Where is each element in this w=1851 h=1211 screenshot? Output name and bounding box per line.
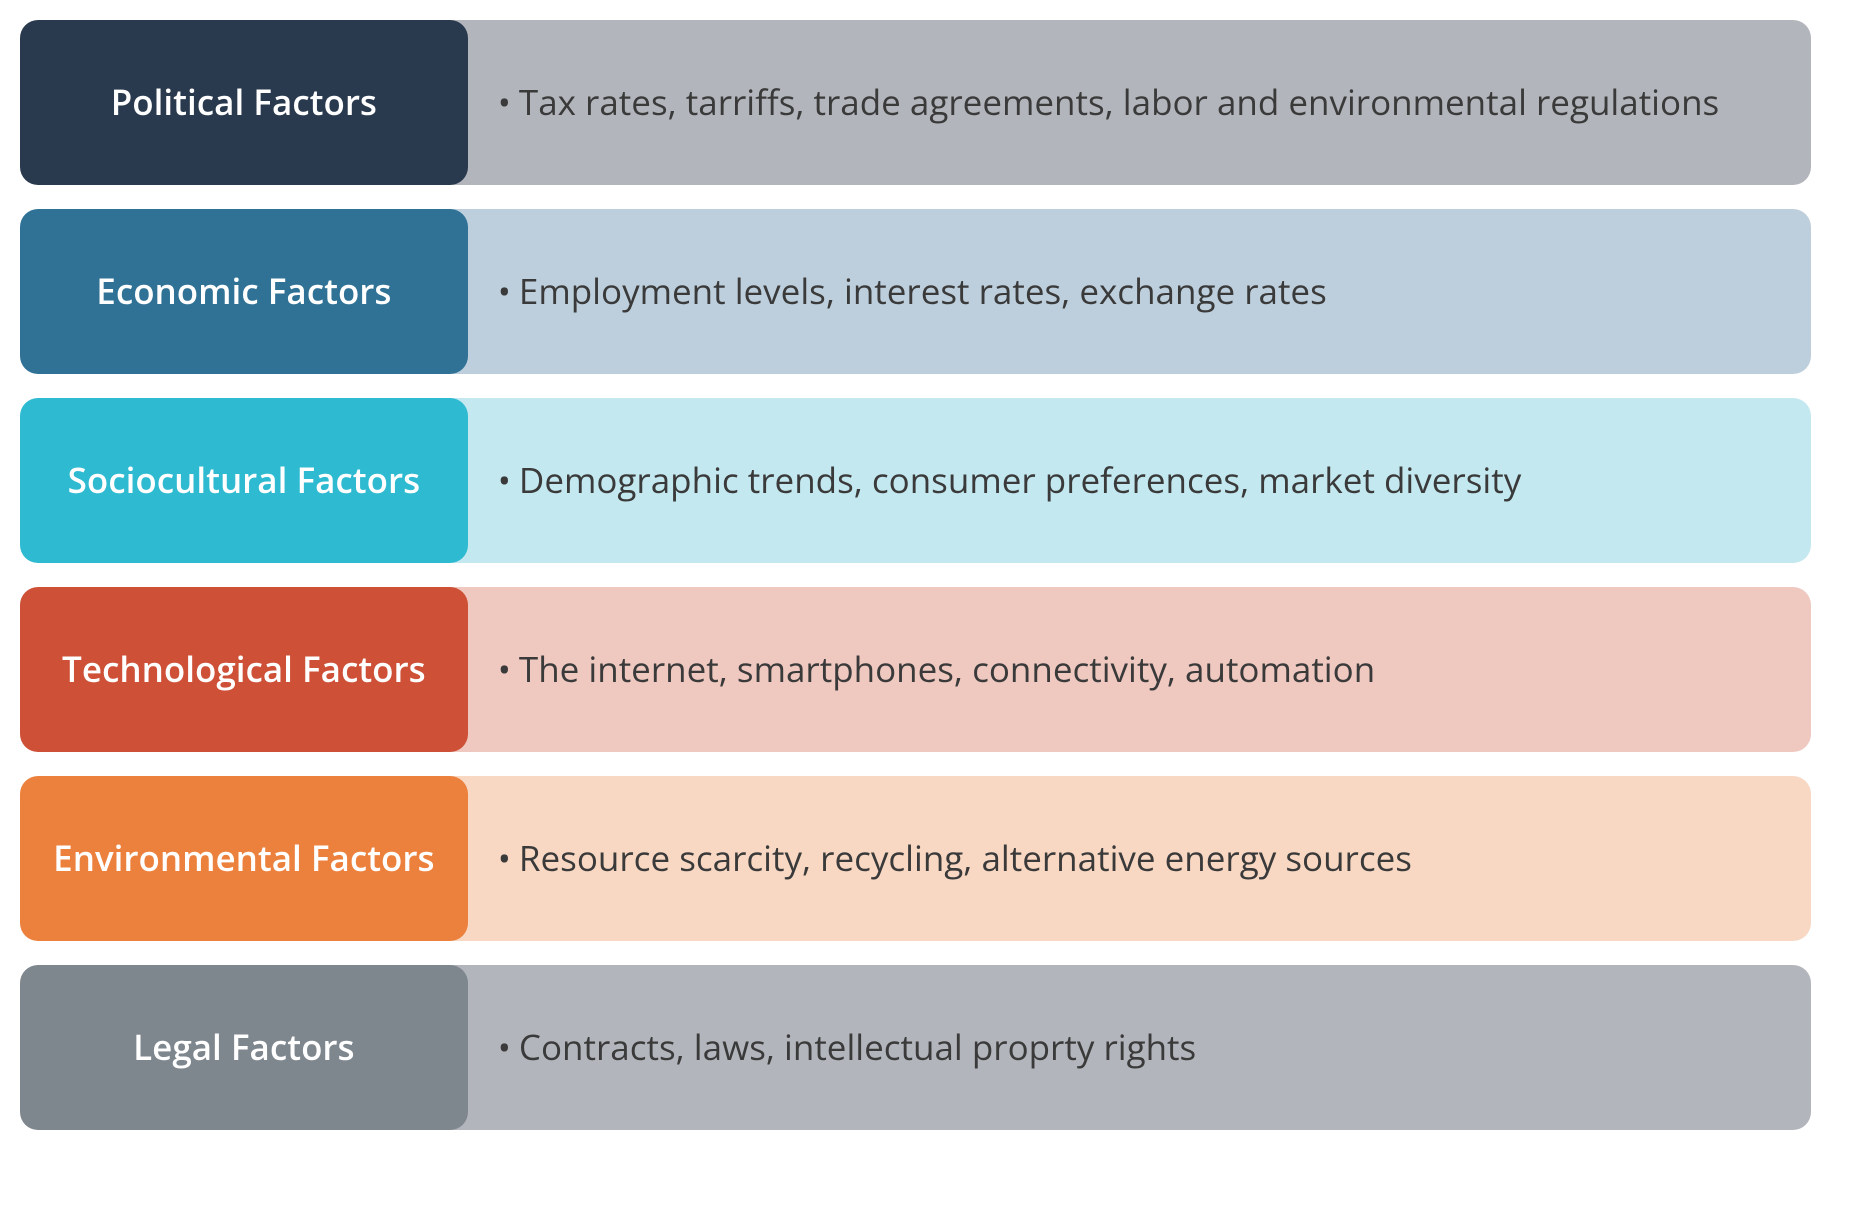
bullet-icon: • bbox=[498, 79, 511, 126]
factor-description-cell: •Tax rates, tarriffs, trade agreements, … bbox=[448, 20, 1811, 185]
factor-label: Economic Factors bbox=[20, 209, 468, 374]
pestel-factor-list: Political Factors•Tax rates, tarriffs, t… bbox=[20, 20, 1811, 1130]
factor-description-cell: •The internet, smartphones, connectivity… bbox=[448, 587, 1811, 752]
factor-description-cell: •Resource scarcity, recycling, alternati… bbox=[448, 776, 1811, 941]
factor-label: Sociocultural Factors bbox=[20, 398, 468, 563]
factor-description-cell: •Contracts, laws, intellectual proprty r… bbox=[448, 965, 1811, 1130]
factor-description: Demographic trends, consumer preferences… bbox=[519, 457, 1521, 504]
bullet-icon: • bbox=[498, 646, 511, 693]
bullet-icon: • bbox=[498, 457, 511, 504]
factor-label: Legal Factors bbox=[20, 965, 468, 1130]
factor-label: Technological Factors bbox=[20, 587, 468, 752]
factor-row: Technological Factors•The internet, smar… bbox=[20, 587, 1811, 752]
factor-description-cell: •Demographic trends, consumer preference… bbox=[448, 398, 1811, 563]
factor-description: The internet, smartphones, connectivity,… bbox=[519, 646, 1375, 693]
factor-description: Resource scarcity, recycling, alternativ… bbox=[519, 835, 1412, 882]
factor-label: Political Factors bbox=[20, 20, 468, 185]
factor-row: Legal Factors•Contracts, laws, intellect… bbox=[20, 965, 1811, 1130]
factor-row: Environmental Factors•Resource scarcity,… bbox=[20, 776, 1811, 941]
factor-description: Tax rates, tarriffs, trade agreements, l… bbox=[519, 79, 1719, 126]
factor-description: Employment levels, interest rates, excha… bbox=[519, 268, 1327, 315]
factor-description-cell: •Employment levels, interest rates, exch… bbox=[448, 209, 1811, 374]
bullet-icon: • bbox=[498, 835, 511, 882]
factor-row: Political Factors•Tax rates, tarriffs, t… bbox=[20, 20, 1811, 185]
bullet-icon: • bbox=[498, 268, 511, 315]
factor-row: Sociocultural Factors•Demographic trends… bbox=[20, 398, 1811, 563]
factor-row: Economic Factors•Employment levels, inte… bbox=[20, 209, 1811, 374]
factor-label: Environmental Factors bbox=[20, 776, 468, 941]
factor-description: Contracts, laws, intellectual proprty ri… bbox=[519, 1024, 1196, 1071]
bullet-icon: • bbox=[498, 1024, 511, 1071]
